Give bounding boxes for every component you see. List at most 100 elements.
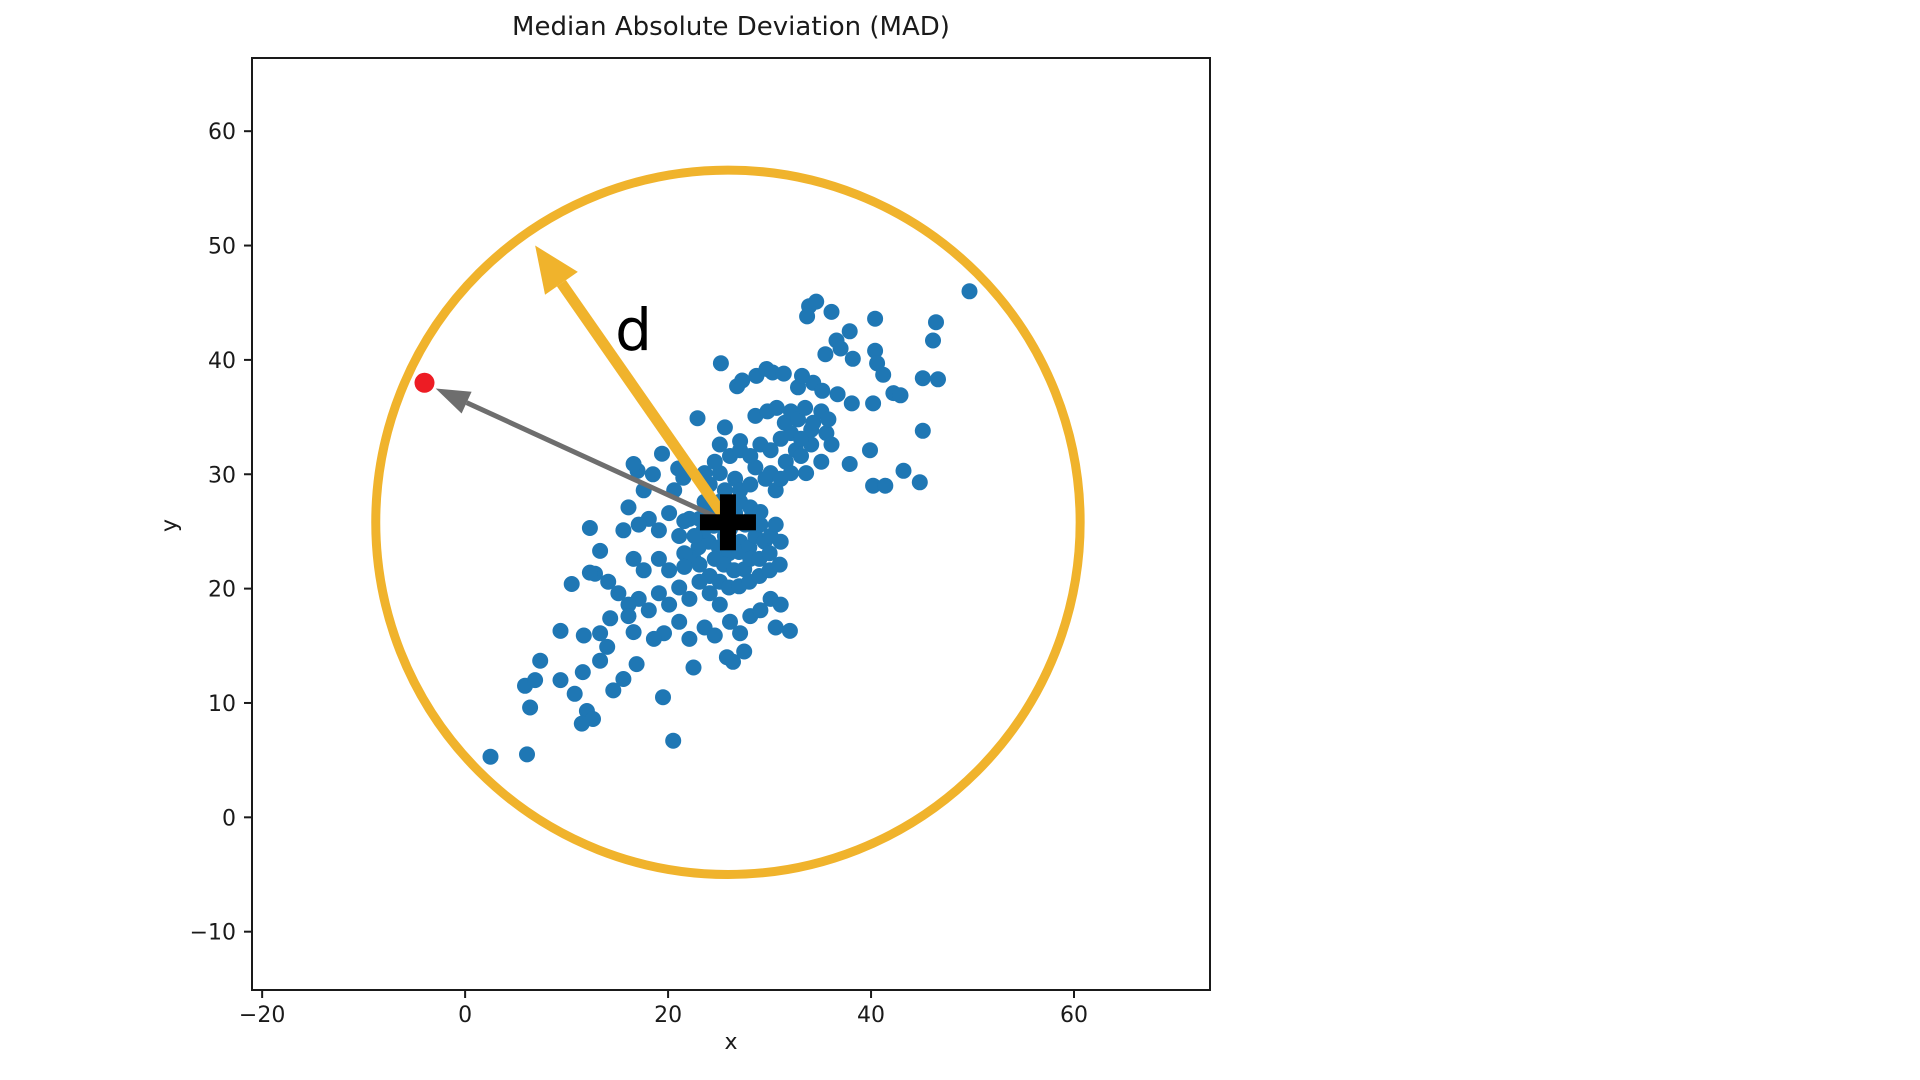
scatter-point — [691, 556, 708, 573]
scatter-point — [925, 332, 941, 349]
scatter-point — [620, 499, 637, 516]
scatter-point — [844, 350, 861, 367]
scatter-point — [829, 386, 846, 403]
scatter-point — [706, 627, 723, 644]
outlier-point — [414, 372, 435, 393]
scatter-point — [841, 323, 858, 340]
scatter-point — [575, 627, 592, 644]
scatter-point — [482, 748, 499, 765]
scatter-point — [654, 445, 670, 462]
scatter-point — [793, 448, 809, 464]
scatter-point — [676, 513, 693, 530]
scatter-point — [655, 689, 671, 706]
scatter-point — [527, 672, 544, 689]
scatter-point — [762, 442, 779, 459]
scatter-point — [671, 579, 688, 596]
scatter-point — [650, 585, 667, 602]
scatter-point — [820, 411, 837, 428]
scatter-point — [661, 562, 678, 579]
scatter-point — [772, 596, 789, 613]
scatter-point — [676, 558, 693, 575]
scatter-point — [725, 653, 741, 670]
scatter-point — [865, 395, 882, 412]
scatter-point — [625, 624, 642, 641]
x-tick-label: 60 — [1060, 1003, 1088, 1028]
y-axis-label: y — [157, 518, 183, 533]
scatter-point — [895, 462, 912, 479]
scatter-point — [605, 682, 622, 699]
scatter-point — [798, 465, 815, 482]
scatter-point — [892, 387, 909, 404]
scatter-point — [644, 466, 661, 483]
scatter-point — [581, 564, 598, 581]
scatter-point — [767, 516, 784, 533]
scatter-point — [686, 528, 703, 544]
mad-radius-arrow-head — [535, 245, 578, 295]
scatter-point — [877, 477, 894, 494]
x-tick-label: 0 — [458, 1003, 472, 1028]
scatter-point — [592, 625, 609, 642]
scatter-point — [782, 465, 799, 482]
scatter-point — [650, 550, 667, 567]
scatter-point — [914, 422, 931, 439]
scatter-point — [645, 630, 662, 647]
scatter-point — [685, 659, 702, 676]
scatter-point — [797, 399, 814, 416]
scatter-point — [865, 477, 882, 494]
scatter-point — [747, 407, 764, 424]
scatter-point — [914, 370, 931, 387]
scatter-point — [681, 630, 698, 647]
scatter-point — [676, 545, 693, 562]
scatter-point — [522, 699, 539, 716]
y-tick-label: 20 — [208, 578, 236, 603]
scatter-point — [814, 382, 831, 399]
x-axis-label: x — [724, 1030, 738, 1055]
y-tick-label: 40 — [208, 349, 236, 374]
scatter-point — [722, 613, 738, 630]
scatter-point — [808, 293, 825, 310]
scatter-point — [625, 456, 642, 472]
scatter-point — [630, 516, 647, 533]
d-label: d — [615, 296, 652, 364]
x-tick-label: −20 — [239, 1003, 285, 1028]
outlier-distance-arrow-head — [435, 388, 472, 414]
scatter-point — [625, 550, 642, 567]
scatter-point — [581, 520, 598, 536]
y-tick-label: 10 — [208, 692, 236, 717]
scatter-point — [650, 522, 667, 539]
scatter-point — [841, 456, 858, 472]
scatter-point — [911, 474, 928, 491]
scatter-point — [661, 596, 678, 613]
scatter-point — [862, 442, 878, 459]
scatter-point — [519, 746, 535, 763]
y-tick-label: 0 — [222, 806, 236, 831]
scatter-point — [592, 652, 609, 669]
scatter-point — [691, 573, 708, 590]
scatter-point — [610, 585, 627, 602]
chart-title: Median Absolute Deviation (MAD) — [512, 12, 950, 42]
scatter-point — [772, 533, 789, 550]
scatter-point — [832, 340, 849, 357]
scatter-point — [566, 685, 583, 702]
mad-radius-arrow — [556, 280, 733, 526]
scatter-point — [706, 453, 723, 470]
scatter-point — [775, 365, 792, 382]
scatter-point — [711, 436, 728, 453]
scatter-point — [736, 643, 753, 660]
scatter-point — [823, 303, 840, 320]
scatter-point — [552, 622, 569, 639]
scatter-point — [752, 602, 769, 619]
y-tick-label: −10 — [190, 921, 236, 946]
scatter-point — [681, 590, 698, 607]
y-tick-label: 30 — [208, 463, 236, 488]
scatter-point — [620, 608, 637, 625]
median-marker — [719, 494, 736, 551]
scatter-point — [716, 419, 733, 436]
scatter-point — [761, 545, 778, 562]
x-tick-label: 20 — [654, 1003, 682, 1028]
scatter-point — [628, 656, 645, 673]
scatter-point — [711, 596, 728, 613]
y-tick-label: 60 — [208, 120, 236, 145]
scatter-point — [635, 562, 652, 579]
scatter-point — [701, 585, 718, 602]
